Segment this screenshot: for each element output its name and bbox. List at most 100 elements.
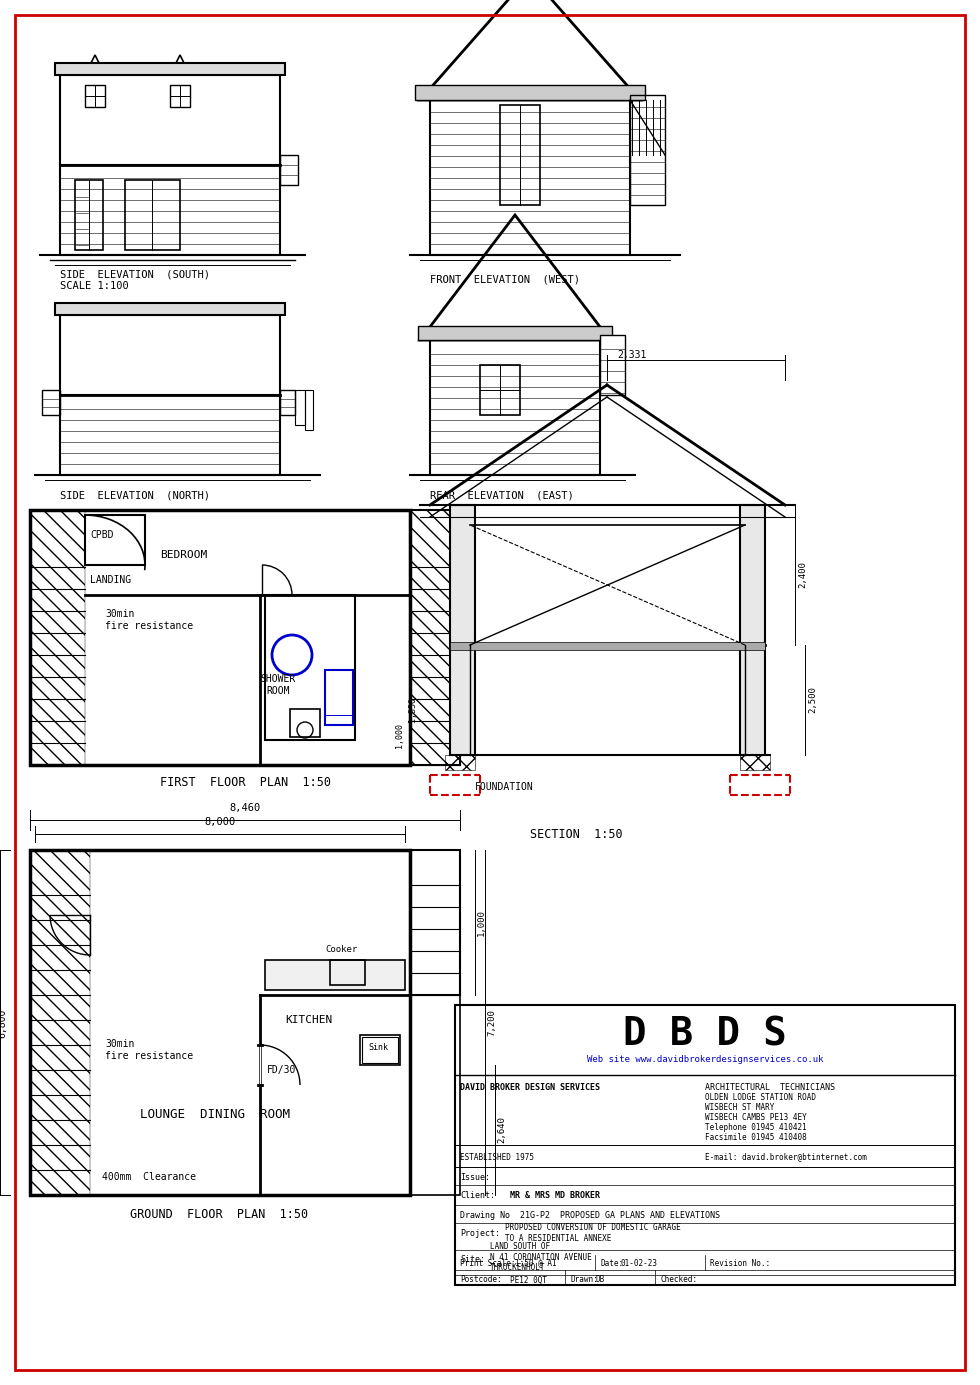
Text: Checked:: Checked: (660, 1276, 697, 1284)
Text: 2,640: 2,640 (497, 1116, 506, 1144)
Bar (265, 596, 355, 740)
Text: 8,460: 8,460 (229, 803, 261, 813)
Text: 30min
fire resistance: 30min fire resistance (105, 1039, 193, 1061)
Text: WISBECH CAMBS PE13 4EY: WISBECH CAMBS PE13 4EY (705, 1114, 807, 1122)
Text: 1:50 @ A1: 1:50 @ A1 (515, 1259, 557, 1267)
Bar (740, 506, 765, 755)
Bar (280, 391, 295, 415)
Text: GROUND  FLOOR  PLAN  1:50: GROUND FLOOR PLAN 1:50 (130, 1209, 308, 1222)
Text: FD/30: FD/30 (267, 1065, 296, 1075)
Text: 2,400: 2,400 (798, 561, 807, 589)
Text: KITCHEN: KITCHEN (285, 1015, 332, 1025)
Bar (445, 755, 475, 770)
Text: 2,331: 2,331 (617, 350, 647, 360)
Bar (75, 180, 103, 251)
Text: CPBD: CPBD (90, 530, 114, 540)
Bar (60, 314, 280, 395)
Text: Client:: Client: (460, 1191, 495, 1199)
Bar (265, 960, 405, 990)
Bar (410, 510, 460, 765)
Text: PROPOSED CONVERSION OF DOMESTIC GARAGE
TO A RESIDENTIAL ANNEXE: PROPOSED CONVERSION OF DOMESTIC GARAGE T… (505, 1223, 681, 1242)
Bar (330, 960, 365, 985)
Bar (410, 994, 460, 1195)
Bar (450, 506, 475, 755)
Bar (418, 325, 612, 339)
Bar (430, 96, 630, 255)
Text: Web site www.davidbrokerdesignservices.co.uk: Web site www.davidbrokerdesignservices.c… (587, 1055, 823, 1065)
Bar (480, 366, 520, 416)
Text: 6,800: 6,800 (0, 1008, 7, 1037)
Bar (125, 180, 180, 251)
Text: WISBECH ST MARY: WISBECH ST MARY (705, 1104, 774, 1112)
Text: 7,200: 7,200 (487, 1010, 496, 1036)
Bar (290, 709, 320, 737)
Text: Revision No.:: Revision No.: (710, 1259, 770, 1267)
Text: 1,000: 1,000 (477, 910, 486, 936)
Bar (60, 165, 280, 255)
Text: BEDROOM: BEDROOM (160, 550, 207, 560)
Text: OLDEN LODGE STATION ROAD: OLDEN LODGE STATION ROAD (705, 1094, 816, 1102)
Bar (430, 335, 600, 475)
Bar (360, 1035, 400, 1065)
Bar (740, 755, 770, 770)
Text: 01-02-23: 01-02-23 (620, 1259, 657, 1267)
Text: Print Scale:: Print Scale: (460, 1259, 515, 1267)
Text: Postcode:: Postcode: (460, 1276, 502, 1284)
Text: Drawn:: Drawn: (570, 1276, 598, 1284)
Text: E-mail: david.broker@btinternet.com: E-mail: david.broker@btinternet.com (705, 1152, 867, 1162)
Text: SIDE  ELEVATION  (SOUTH)
SCALE 1:100: SIDE ELEVATION (SOUTH) SCALE 1:100 (60, 269, 210, 291)
Text: Facsimile 01945 410408: Facsimile 01945 410408 (705, 1133, 807, 1143)
Text: FRONT  ELEVATION  (WEST): FRONT ELEVATION (WEST) (430, 276, 580, 285)
Bar (740, 506, 765, 755)
Text: DAVID BROKER DESIGN SERVICES: DAVID BROKER DESIGN SERVICES (460, 1083, 600, 1091)
Text: D B D S: D B D S (623, 1017, 787, 1054)
Text: LOUNGE  DINING  ROOM: LOUNGE DINING ROOM (140, 1108, 290, 1122)
Bar (42, 391, 60, 415)
Bar (30, 510, 85, 765)
Bar (55, 303, 285, 314)
Text: MR & MRS MD BROKER: MR & MRS MD BROKER (510, 1191, 600, 1199)
Text: ARCHITECTURAL  TECHNICIANS: ARCHITECTURAL TECHNICIANS (705, 1083, 835, 1091)
Text: ESTABLISHED 1975: ESTABLISHED 1975 (460, 1152, 534, 1162)
Bar (60, 75, 280, 165)
Text: SHOWER
ROOM: SHOWER ROOM (261, 674, 296, 695)
Text: 1,000: 1,000 (395, 723, 404, 748)
Bar (362, 1037, 398, 1064)
Bar (295, 391, 305, 425)
Bar (305, 391, 313, 429)
Text: LAND SOUTH OF
N 41 CORONATION AVENUE
THROCKENHOLT: LAND SOUTH OF N 41 CORONATION AVENUE THR… (490, 1242, 592, 1271)
Text: REAR  ELEVATION  (EAST): REAR ELEVATION (EAST) (430, 490, 573, 500)
Text: 21G-P2  PROPOSED GA PLANS AND ELEVATIONS: 21G-P2 PROPOSED GA PLANS AND ELEVATIONS (520, 1210, 720, 1220)
Text: SIDE  ELEVATION  (NORTH): SIDE ELEVATION (NORTH) (60, 490, 210, 500)
Bar (85, 84, 105, 107)
Text: Site:: Site: (460, 1255, 485, 1265)
Bar (55, 62, 285, 75)
Bar (415, 84, 645, 100)
Bar (280, 155, 298, 186)
Bar (500, 105, 540, 205)
Bar (60, 395, 280, 475)
Text: 30min
fire resistance: 30min fire resistance (105, 609, 193, 630)
Bar (410, 510, 460, 765)
Text: FOUNDATION: FOUNDATION (475, 783, 534, 792)
Text: 1,350: 1,350 (408, 698, 417, 723)
Bar (630, 96, 665, 205)
Bar (450, 506, 475, 755)
Text: Issue:: Issue: (460, 1173, 490, 1181)
Text: Drawing No: Drawing No (460, 1210, 510, 1220)
Text: 8,000: 8,000 (205, 817, 235, 827)
Text: 2,500: 2,500 (808, 687, 817, 713)
Text: Project:: Project: (460, 1228, 500, 1238)
Text: PE12 0QT: PE12 0QT (510, 1276, 547, 1284)
Text: 400mm  Clearance: 400mm Clearance (102, 1172, 196, 1181)
Text: Date:: Date: (600, 1259, 623, 1267)
Text: DB: DB (595, 1276, 605, 1284)
Bar (170, 84, 190, 107)
Bar (325, 670, 353, 724)
Bar (450, 643, 765, 650)
Text: Cooker: Cooker (325, 946, 358, 954)
Bar (30, 510, 410, 765)
Bar (30, 850, 410, 1195)
Text: Telephone 01945 410421: Telephone 01945 410421 (705, 1123, 807, 1133)
Text: Sink: Sink (368, 1043, 388, 1051)
